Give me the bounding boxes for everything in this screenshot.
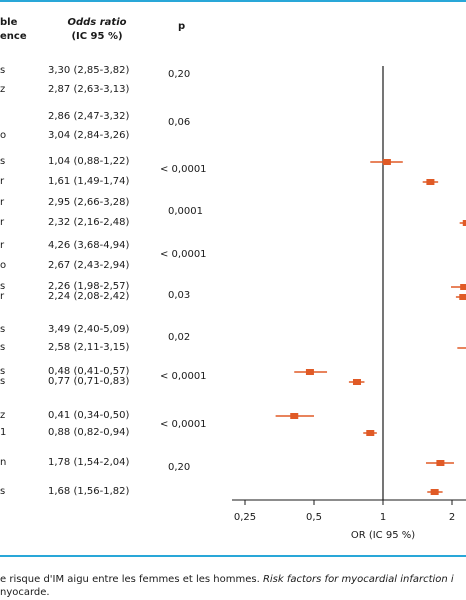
row-label-11: r xyxy=(0,291,5,302)
bottom-rule xyxy=(0,555,466,557)
variable-header: ble ence xyxy=(0,16,27,44)
p-value-6: 0,02 xyxy=(168,332,191,343)
row-label-8: r xyxy=(0,240,5,251)
or-label-13: 2,58 (2,11-3,15) xyxy=(48,342,130,353)
or-point-15 xyxy=(352,379,361,385)
or-label-19: 1,68 (1,56-1,82) xyxy=(48,486,130,497)
p-value-7: < 0,0001 xyxy=(160,371,207,382)
or-label-14: 0,48 (0,41-0,57) xyxy=(48,366,130,377)
or-label-6: 2,95 (2,66-3,28) xyxy=(48,197,130,208)
or-label-1: 2,87 (2,63-3,13) xyxy=(48,84,130,95)
caption-line-2: nyocarde. xyxy=(0,587,50,598)
or-point-4 xyxy=(382,159,391,165)
row-label-15: s xyxy=(0,376,6,387)
or-point-19 xyxy=(430,489,439,495)
or-label-9: 2,67 (2,43-2,94) xyxy=(48,260,130,271)
odds-ratio-header: Odds ratio (IC 95 %) xyxy=(62,16,132,44)
p-value-2: < 0,0001 xyxy=(160,164,207,175)
row-label-3: o xyxy=(0,130,7,141)
p-value-0: 0,20 xyxy=(168,69,191,80)
or-label-10: 2,26 (1,98-2,57) xyxy=(48,281,130,292)
row-label-18: n xyxy=(0,457,7,468)
p-value-5: 0,03 xyxy=(168,290,191,301)
row-label-1: z xyxy=(0,84,6,95)
forest-plot: 0,25 0,5 1 2 OR (IC 95 %) xyxy=(232,66,466,541)
or-label-11: 2,24 (2,08-2,42) xyxy=(48,291,130,302)
caption-line-1: e risque d'IM aigu entre les femmes et l… xyxy=(0,573,454,586)
row-label-9: o xyxy=(0,260,7,271)
x-axis-label: OR (IC 95 %) xyxy=(351,530,415,541)
or-point-5 xyxy=(426,179,435,185)
x-tick-label-0: 0,25 xyxy=(234,512,256,523)
p-value-9: 0,20 xyxy=(168,462,191,473)
or-label-8: 4,26 (3,68-4,94) xyxy=(48,240,130,251)
row-label-4: s xyxy=(0,156,6,167)
or-label-16: 0,41 (0,34-0,50) xyxy=(48,410,130,421)
or-label-12: 3,49 (2,40-5,09) xyxy=(48,324,130,335)
or-point-17 xyxy=(366,430,375,436)
row-label-0: s xyxy=(0,65,6,76)
row-label-10: s xyxy=(0,281,6,292)
caption-italic-text: Risk factors for myocardial infarction i xyxy=(262,574,454,585)
row-label-5: r xyxy=(0,176,5,187)
row-label-7: r xyxy=(0,217,5,228)
p-value-4: < 0,0001 xyxy=(160,249,207,260)
odds-ratio-header-line2: (IC 95 %) xyxy=(71,31,123,42)
x-tick-label-3: 2 xyxy=(449,512,455,523)
or-label-15: 0,77 (0,71-0,83) xyxy=(48,376,130,387)
row-label-12: s xyxy=(0,324,6,335)
odds-ratio-header-line1: Odds ratio xyxy=(67,17,127,28)
variable-header-line1: ble xyxy=(0,17,18,28)
row-label-16: z xyxy=(0,410,6,421)
or-label-3: 3,04 (2,84-3,26) xyxy=(48,130,130,141)
row-label-14: s xyxy=(0,366,6,377)
or-point-10 xyxy=(460,284,466,290)
or-point-7 xyxy=(462,220,466,226)
row-label-19: s xyxy=(0,486,6,497)
or-label-0: 3,30 (2,85-3,82) xyxy=(48,65,130,76)
x-tick-label-2: 1 xyxy=(380,512,386,523)
caption-text: e risque d'IM aigu entre les femmes et l… xyxy=(0,574,263,585)
or-label-17: 0,88 (0,82-0,94) xyxy=(48,427,130,438)
or-label-7: 2,32 (2,16-2,48) xyxy=(48,217,130,228)
or-label-5: 1,61 (1,49-1,74) xyxy=(48,176,130,187)
or-label-18: 1,78 (1,54-2,04) xyxy=(48,457,130,468)
or-label-2: 2,86 (2,47-3,32) xyxy=(48,111,130,122)
or-point-18 xyxy=(436,460,445,466)
or-label-4: 1,04 (0,88-1,22) xyxy=(48,156,130,167)
or-point-11 xyxy=(459,294,466,300)
x-tick-label-1: 0,5 xyxy=(306,512,322,523)
p-header: p xyxy=(178,21,186,32)
top-rule xyxy=(0,0,466,2)
p-value-1: 0,06 xyxy=(168,117,191,128)
p-value-8: < 0,0001 xyxy=(160,419,207,430)
row-label-17: 1 xyxy=(0,427,7,438)
row-label-6: r xyxy=(0,197,5,208)
or-point-14 xyxy=(305,369,314,375)
or-point-16 xyxy=(290,413,299,419)
p-value-3: 0,0001 xyxy=(168,206,203,217)
variable-header-line2: ence xyxy=(0,31,27,42)
row-label-13: s xyxy=(0,342,6,353)
